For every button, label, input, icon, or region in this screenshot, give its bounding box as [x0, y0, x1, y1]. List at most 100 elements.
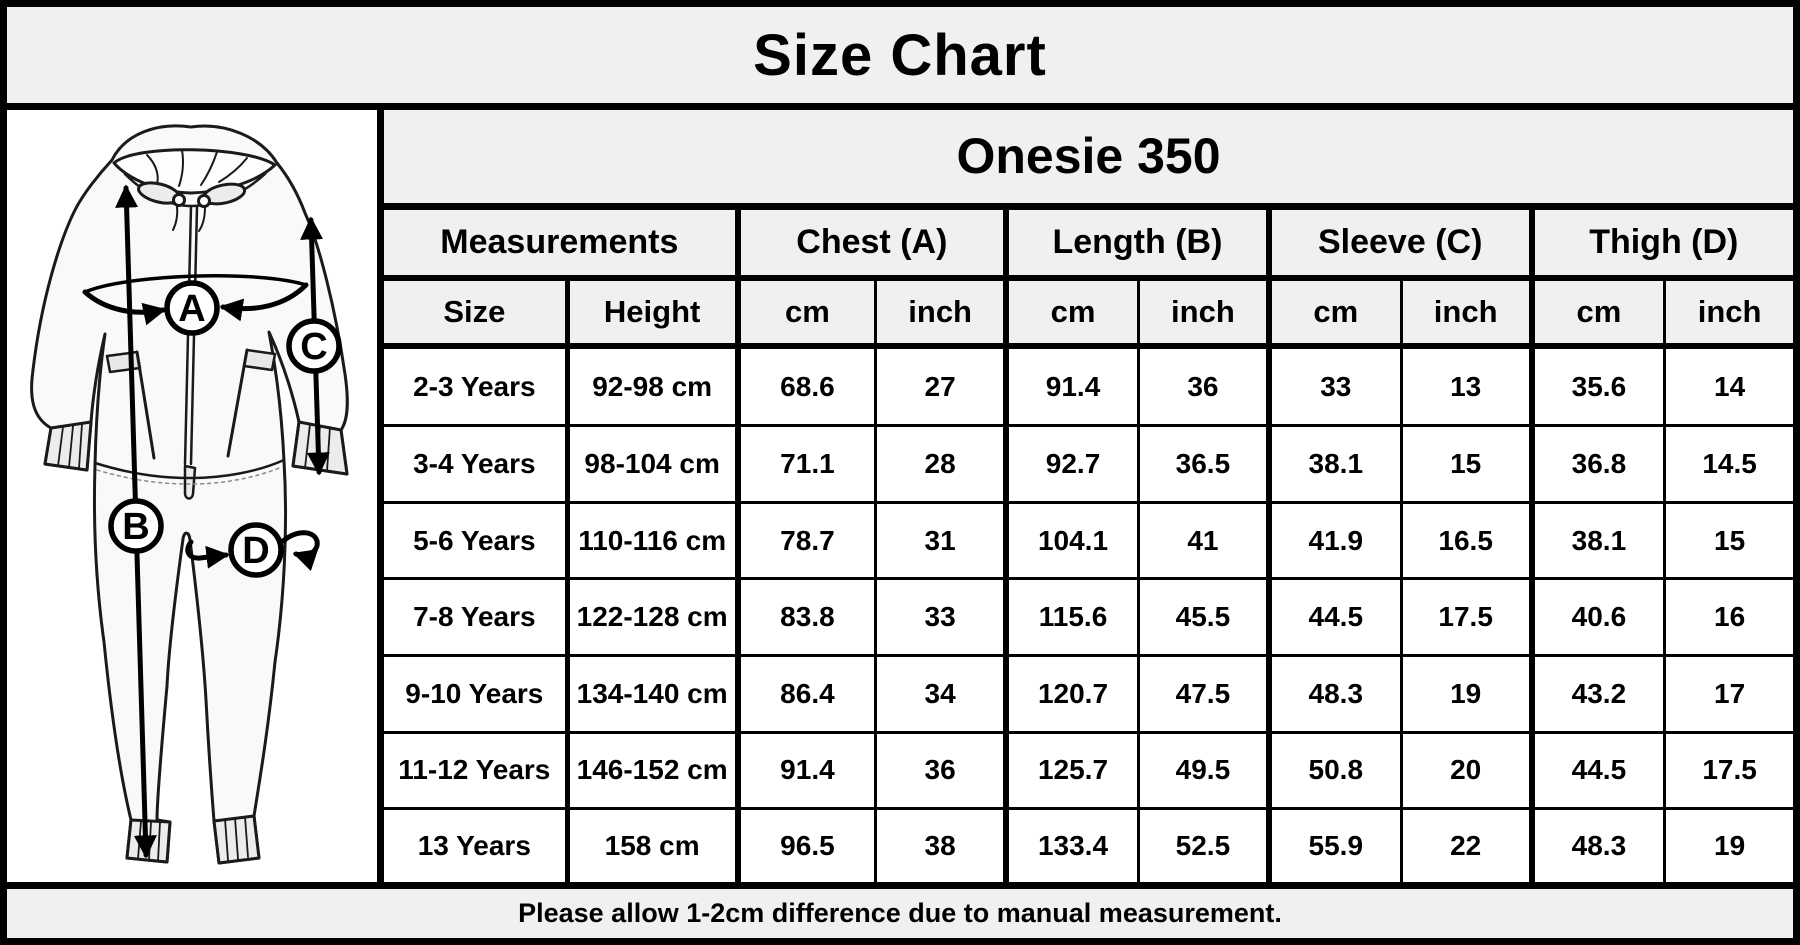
- value-cell: 110-116 cm: [565, 500, 741, 581]
- value-cell: 68.6: [736, 344, 878, 428]
- title-bar: Size Chart: [7, 7, 1793, 110]
- label-a-circle: [164, 280, 220, 336]
- col-header-thigh-cm: cm: [1530, 276, 1667, 349]
- col-header-sleeve-cm: cm: [1267, 276, 1403, 349]
- value-cell: 38: [874, 807, 1010, 882]
- value-cell: 134-140 cm: [565, 654, 741, 734]
- onesie-outline: [30, 124, 349, 865]
- col-header-height: Height: [565, 276, 741, 349]
- measurement-annotations: A B C D: [82, 184, 342, 859]
- col-group-thigh: Thigh (D): [1530, 204, 1793, 281]
- col-header-sleeve-inch: inch: [1399, 276, 1535, 349]
- value-cell: 31: [874, 500, 1010, 581]
- value-cell: 19: [1399, 654, 1535, 734]
- value-cell: 122-128 cm: [565, 577, 741, 658]
- value-cell: 22: [1399, 807, 1535, 882]
- size-cell: 7-8 Years: [384, 577, 570, 658]
- measure-thigh-d: [185, 530, 320, 572]
- size-cell: 5-6 Years: [384, 500, 570, 581]
- table-row: 13 Years 158 cm 96.5 38 133.4 52.5 55.9 22 48.3 1…: [384, 807, 1793, 882]
- size-table-body: 2-3 Years 92-98 cm 68.6 27 91.4 36 33 13 35.6 14 3…: [384, 344, 1793, 882]
- value-cell: 36.8: [1530, 424, 1667, 504]
- col-header-size: Size: [384, 276, 570, 349]
- value-cell: 120.7: [1004, 654, 1140, 734]
- table-row: 3-4 Years 98-104 cm 71.1 28 92.7 36.5 38.1 15 36…: [384, 424, 1793, 504]
- value-cell: 158 cm: [565, 807, 741, 882]
- value-cell: 71.1: [736, 424, 878, 504]
- value-cell: 13: [1399, 344, 1535, 428]
- value-cell: 43.2: [1530, 654, 1667, 734]
- value-cell: 17.5: [1663, 730, 1793, 811]
- table-row: 7-8 Years 122-128 cm 83.8 33 115.6 45.5 44.5 17…: [384, 577, 1793, 658]
- value-cell: 28: [874, 424, 1010, 504]
- value-cell: 48.3: [1530, 807, 1667, 882]
- value-cell: 36.5: [1136, 424, 1272, 504]
- col-header-length-inch: inch: [1136, 276, 1272, 349]
- table-row: 2-3 Years 92-98 cm 68.6 27 91.4 36 33 13 35.6 14: [384, 344, 1793, 428]
- value-cell: 15: [1663, 500, 1793, 581]
- value-cell: 125.7: [1004, 730, 1140, 811]
- col-header-chest-cm: cm: [736, 276, 878, 349]
- product-title: Onesie 350: [384, 110, 1793, 210]
- value-cell: 36: [1136, 344, 1272, 428]
- value-cell: 55.9: [1267, 807, 1403, 882]
- value-cell: 36: [874, 730, 1010, 811]
- product-title-row: Onesie 350: [384, 110, 1793, 210]
- value-cell: 78.7: [736, 500, 878, 581]
- label-d-text: D: [242, 530, 269, 572]
- col-group-measurements: Measurements: [384, 204, 741, 281]
- value-cell: 98-104 cm: [565, 424, 741, 504]
- label-b-circle: [108, 498, 164, 554]
- value-cell: 16: [1663, 577, 1793, 658]
- value-cell: 96.5: [736, 807, 878, 882]
- value-cell: 34: [874, 654, 1010, 734]
- size-cell: 11-12 Years: [384, 730, 570, 811]
- value-cell: 47.5: [1136, 654, 1272, 734]
- table-row: 5-6 Years 110-116 cm 78.7 31 104.1 41 41.9 16.5…: [384, 500, 1793, 581]
- value-cell: 14.5: [1663, 424, 1793, 504]
- col-header-length-cm: cm: [1004, 276, 1140, 349]
- value-cell: 33: [874, 577, 1010, 658]
- value-cell: 17.5: [1399, 577, 1535, 658]
- value-cell: 92-98 cm: [565, 344, 741, 428]
- value-cell: 86.4: [736, 654, 878, 734]
- value-cell: 91.4: [736, 730, 878, 811]
- value-cell: 19: [1663, 807, 1793, 882]
- value-cell: 48.3: [1267, 654, 1403, 734]
- size-cell: 2-3 Years: [384, 344, 570, 428]
- value-cell: 14: [1663, 344, 1793, 428]
- col-group-sleeve: Sleeve (C): [1267, 204, 1535, 281]
- col-group-chest: Chest (A): [736, 204, 1010, 281]
- col-group-length: Length (B): [1004, 204, 1272, 281]
- footer-note: Please allow 1-2cm difference due to man…: [518, 898, 1282, 928]
- size-cell: 9-10 Years: [384, 654, 570, 734]
- value-cell: 33: [1267, 344, 1403, 428]
- value-cell: 44.5: [1267, 577, 1403, 658]
- value-cell: 15: [1399, 424, 1535, 504]
- value-cell: 146-152 cm: [565, 730, 741, 811]
- unit-header-row: Size Height cm inch cm inch cm inch cm i…: [384, 276, 1793, 349]
- value-cell: 16.5: [1399, 500, 1535, 581]
- value-cell: 35.6: [1530, 344, 1667, 428]
- value-cell: 27: [874, 344, 1010, 428]
- value-cell: 50.8: [1267, 730, 1403, 811]
- value-cell: 91.4: [1004, 344, 1140, 428]
- table-row: 11-12 Years 146-152 cm 91.4 36 125.7 49.5 50.8…: [384, 730, 1793, 811]
- value-cell: 38.1: [1267, 424, 1403, 504]
- footer-note-bar: Please allow 1-2cm difference due to man…: [7, 882, 1793, 938]
- value-cell: 17: [1663, 654, 1793, 734]
- size-cell: 13 Years: [384, 807, 570, 882]
- value-cell: 52.5: [1136, 807, 1272, 882]
- main-area: A B C D Onesie: [7, 110, 1793, 882]
- value-cell: 38.1: [1530, 500, 1667, 581]
- label-a-text: A: [178, 288, 205, 330]
- value-cell: 104.1: [1004, 500, 1140, 581]
- size-table: Onesie 350 Measurements Chest (A) Length…: [384, 110, 1793, 882]
- label-d-circle: [228, 522, 284, 578]
- value-cell: 41: [1136, 500, 1272, 581]
- col-header-thigh-inch: inch: [1663, 276, 1793, 349]
- label-c-text: C: [300, 326, 327, 368]
- value-cell: 45.5: [1136, 577, 1272, 658]
- value-cell: 40.6: [1530, 577, 1667, 658]
- size-cell: 3-4 Years: [384, 424, 570, 504]
